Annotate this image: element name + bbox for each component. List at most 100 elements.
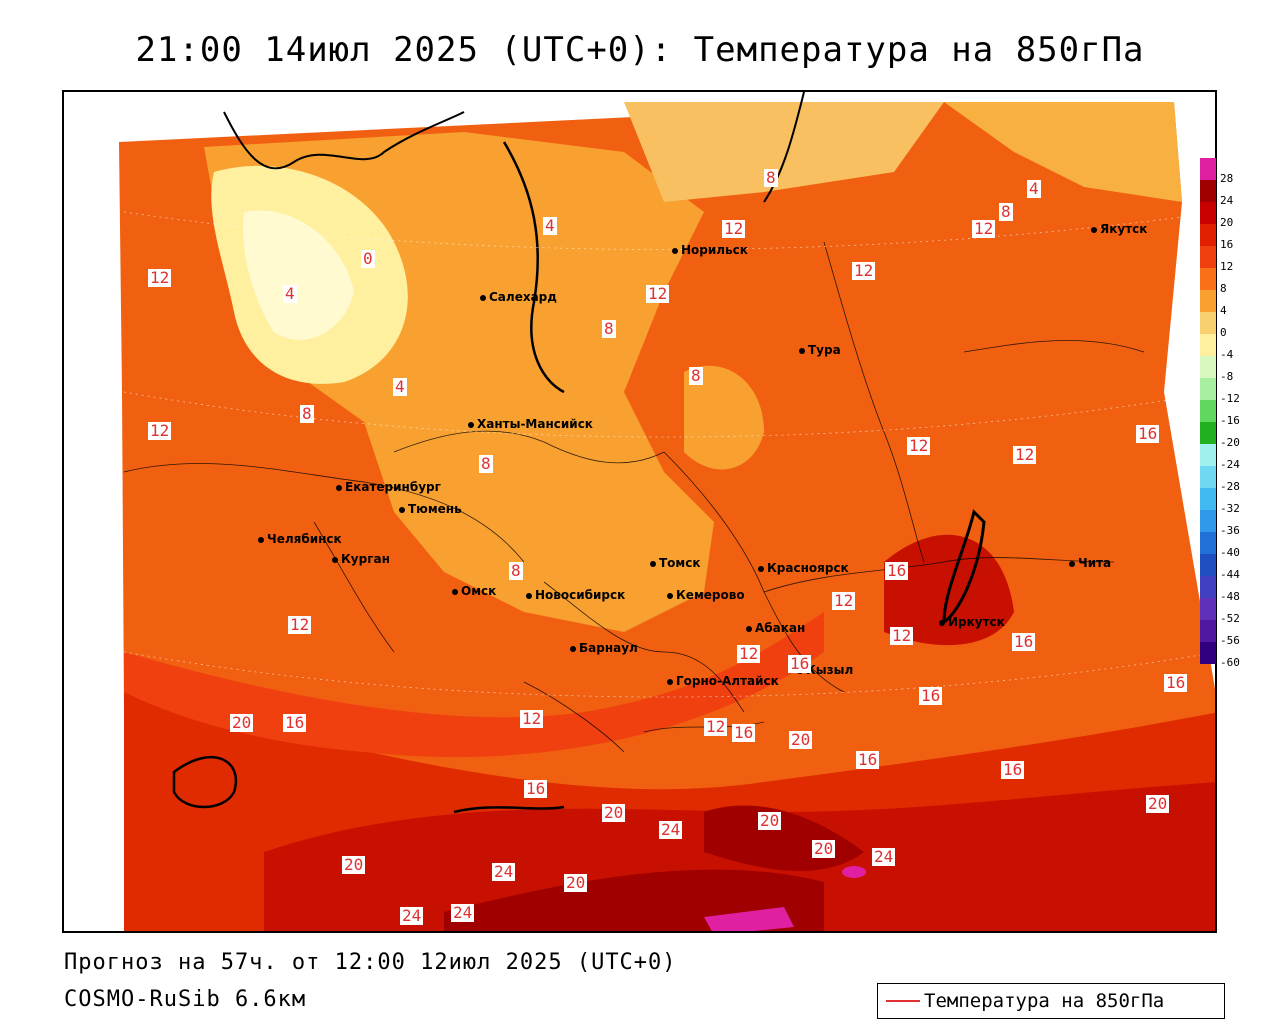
city-marker: Томск	[650, 556, 701, 570]
city-marker: Новосибирск	[526, 588, 625, 602]
city-dot-icon	[468, 421, 474, 428]
city-dot-icon	[667, 592, 673, 599]
contour-label: 20	[342, 855, 366, 874]
color-scale-segment	[1200, 532, 1216, 554]
color-scale-segment	[1200, 224, 1216, 246]
legend: Температура на 850гПа	[877, 983, 1225, 1019]
color-scale-segment	[1200, 488, 1216, 510]
color-scale-segment	[1200, 400, 1216, 422]
city-marker: Красноярск	[758, 561, 849, 575]
contour-label: 12	[148, 421, 172, 440]
contour-label: 20	[564, 873, 588, 892]
temperature-map[interactable]: Якутск Норильск Салехард Тура Ханты-Манс…	[62, 90, 1217, 933]
city-marker: Норильск	[672, 243, 748, 257]
city-dot-icon	[258, 536, 264, 543]
color-scale-tick: -52	[1220, 612, 1240, 625]
color-scale-tick: 28	[1220, 172, 1234, 185]
city-dot-icon	[399, 506, 405, 513]
contour-label: 8	[479, 454, 493, 473]
city-name: Новосибирск	[535, 588, 626, 602]
contour-label: 24	[872, 847, 896, 866]
city-marker: Чита	[1069, 556, 1111, 570]
city-dot-icon	[672, 247, 678, 254]
color-scale-segment	[1200, 510, 1216, 532]
city-dot-icon	[746, 625, 752, 632]
contour-label: 16	[1012, 632, 1036, 651]
contour-label: 12	[722, 219, 746, 238]
city-name: Барнаул	[579, 641, 638, 655]
city-marker: Екатеринбург	[336, 480, 441, 494]
city-dot-icon	[758, 565, 764, 572]
color-scale-tick: 12	[1220, 260, 1234, 273]
color-scale-tick: -20	[1220, 436, 1240, 449]
city-name: Иркутск	[948, 615, 1005, 629]
contour-label: 16	[885, 561, 909, 580]
contour-label: 4	[543, 216, 557, 235]
color-scale-segment	[1200, 620, 1216, 642]
color-scale-segment	[1200, 290, 1216, 312]
contour-label: 12	[907, 436, 931, 455]
contour-label: 12	[852, 261, 876, 280]
forecast-info: Прогноз на 57ч. от 12:00 12июл 2025 (UTC…	[64, 950, 677, 975]
color-scale-segment	[1200, 378, 1216, 400]
city-name: Тюмень	[408, 502, 462, 516]
color-scale-segment	[1200, 356, 1216, 378]
map-title: 21:00 14июл 2025 (UTC+0): Температура на…	[135, 30, 1145, 70]
contour-label: 12	[704, 717, 728, 736]
contour-label: 8	[300, 404, 314, 423]
city-marker: Якутск	[1091, 222, 1147, 236]
color-scale-segment	[1200, 180, 1216, 202]
city-dot-icon	[650, 560, 656, 567]
legend-line-icon	[886, 1000, 920, 1002]
contour-label: 24	[400, 906, 424, 925]
city-name: Абакан	[755, 621, 806, 635]
city-marker: Тюмень	[399, 502, 462, 516]
contour-label: 24	[492, 862, 516, 881]
city-marker: Курган	[332, 552, 390, 566]
contour-label: 20	[1146, 794, 1170, 813]
color-scale-segment	[1200, 202, 1216, 224]
color-scale-segment	[1200, 642, 1216, 664]
contour-label: 16	[788, 654, 812, 673]
contour-label: 4	[393, 377, 407, 396]
contour-label: 12	[520, 709, 544, 728]
contour-label: 16	[524, 779, 548, 798]
contour-label: 8	[689, 366, 703, 385]
color-scale-tick: -32	[1220, 502, 1240, 515]
contour-label: 16	[856, 750, 880, 769]
contour-label: 12	[737, 644, 761, 663]
city-name: Салехард	[489, 290, 557, 304]
contour-label: 24	[659, 820, 683, 839]
city-name: Томск	[659, 556, 701, 570]
contour-label: 20	[230, 713, 254, 732]
color-scale-segment	[1200, 422, 1216, 444]
city-name: Чита	[1078, 556, 1112, 570]
city-dot-icon	[1091, 226, 1097, 233]
color-scale-segment	[1200, 598, 1216, 620]
contour-label: 12	[148, 268, 172, 287]
contour-label: 16	[1164, 673, 1188, 692]
city-name: Ханты-Мансийск	[477, 417, 593, 431]
color-scale-tick: -16	[1220, 414, 1240, 427]
city-dot-icon	[336, 484, 342, 491]
city-name: Екатеринбург	[345, 480, 441, 494]
contour-label: 16	[283, 713, 307, 732]
city-dot-icon	[939, 619, 945, 626]
contour-label: 12	[288, 615, 312, 634]
color-scale-tick: 16	[1220, 238, 1234, 251]
color-scale-tick: -36	[1220, 524, 1240, 537]
city-name: Тура	[808, 343, 841, 357]
city-name: Якутск	[1100, 222, 1148, 236]
city-dot-icon	[799, 347, 805, 354]
city-dot-icon	[452, 588, 458, 595]
color-scale-segment	[1200, 334, 1216, 356]
contour-label: 20	[789, 730, 813, 749]
legend-label: Температура на 850гПа	[924, 990, 1165, 1012]
city-name: Норильск	[681, 243, 748, 257]
city-name: Челябинск	[267, 532, 342, 546]
color-scale-segment	[1200, 312, 1216, 334]
color-scale-tick: -40	[1220, 546, 1240, 559]
color-scale-tick: -56	[1220, 634, 1240, 647]
contour-label: 4	[1027, 179, 1041, 198]
contour-label: 16	[1001, 760, 1025, 779]
